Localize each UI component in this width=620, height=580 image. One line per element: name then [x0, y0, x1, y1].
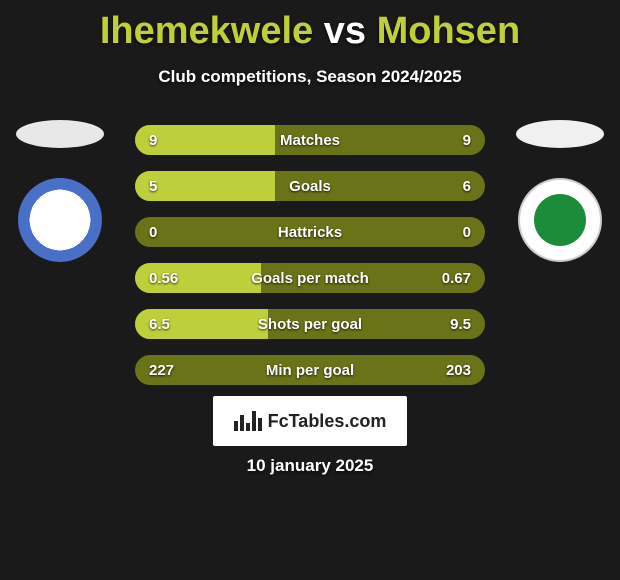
chart-icon: [234, 411, 262, 431]
stat-value-p1: 6.5: [149, 316, 170, 333]
stat-value-p2: 203: [446, 362, 471, 379]
stat-label: Goals per match: [251, 270, 369, 287]
stat-row: 5 Goals 6: [135, 171, 485, 201]
stat-label: Hattricks: [278, 224, 342, 241]
date-text: 10 january 2025: [0, 456, 620, 476]
stat-value-p2: 0.67: [442, 270, 471, 287]
player1-name: Ihemekwele: [100, 10, 313, 52]
player1-photo: [16, 120, 104, 148]
stat-value-p2: 9: [463, 132, 471, 149]
player2-club-badge: [518, 178, 602, 262]
stat-row: 227 Min per goal 203: [135, 355, 485, 385]
stat-row: 0.56 Goals per match 0.67: [135, 263, 485, 293]
stat-value-p2: 0: [463, 224, 471, 241]
subtitle: Club competitions, Season 2024/2025: [0, 67, 620, 87]
stat-label: Goals: [289, 178, 331, 195]
stat-row: 9 Matches 9: [135, 125, 485, 155]
stats-rows: 9 Matches 9 5 Goals 6 0 Hattricks 0 0.56 Goals per…: [135, 125, 485, 401]
stat-value-p1: 5: [149, 178, 157, 195]
branding-logo[interactable]: FcTables.com: [213, 396, 407, 446]
stat-value-p2: 6: [463, 178, 471, 195]
versus-text: vs: [324, 10, 366, 52]
player1-club-badge: [18, 178, 102, 262]
right-column: [510, 120, 610, 262]
stat-label: Matches: [280, 132, 340, 149]
comparison-title: Ihemekwele vs Mohsen: [0, 0, 620, 53]
stat-value-p1: 0.56: [149, 270, 178, 287]
stat-label: Min per goal: [266, 362, 354, 379]
player2-name: Mohsen: [377, 10, 521, 52]
stat-value-p1: 227: [149, 362, 174, 379]
stat-row: 6.5 Shots per goal 9.5: [135, 309, 485, 339]
stat-value-p1: 9: [149, 132, 157, 149]
branding-text: FcTables.com: [268, 411, 387, 432]
stat-value-p2: 9.5: [450, 316, 471, 333]
player2-photo: [516, 120, 604, 148]
stat-value-p1: 0: [149, 224, 157, 241]
stat-row: 0 Hattricks 0: [135, 217, 485, 247]
stat-label: Shots per goal: [258, 316, 362, 333]
left-column: [10, 120, 110, 262]
